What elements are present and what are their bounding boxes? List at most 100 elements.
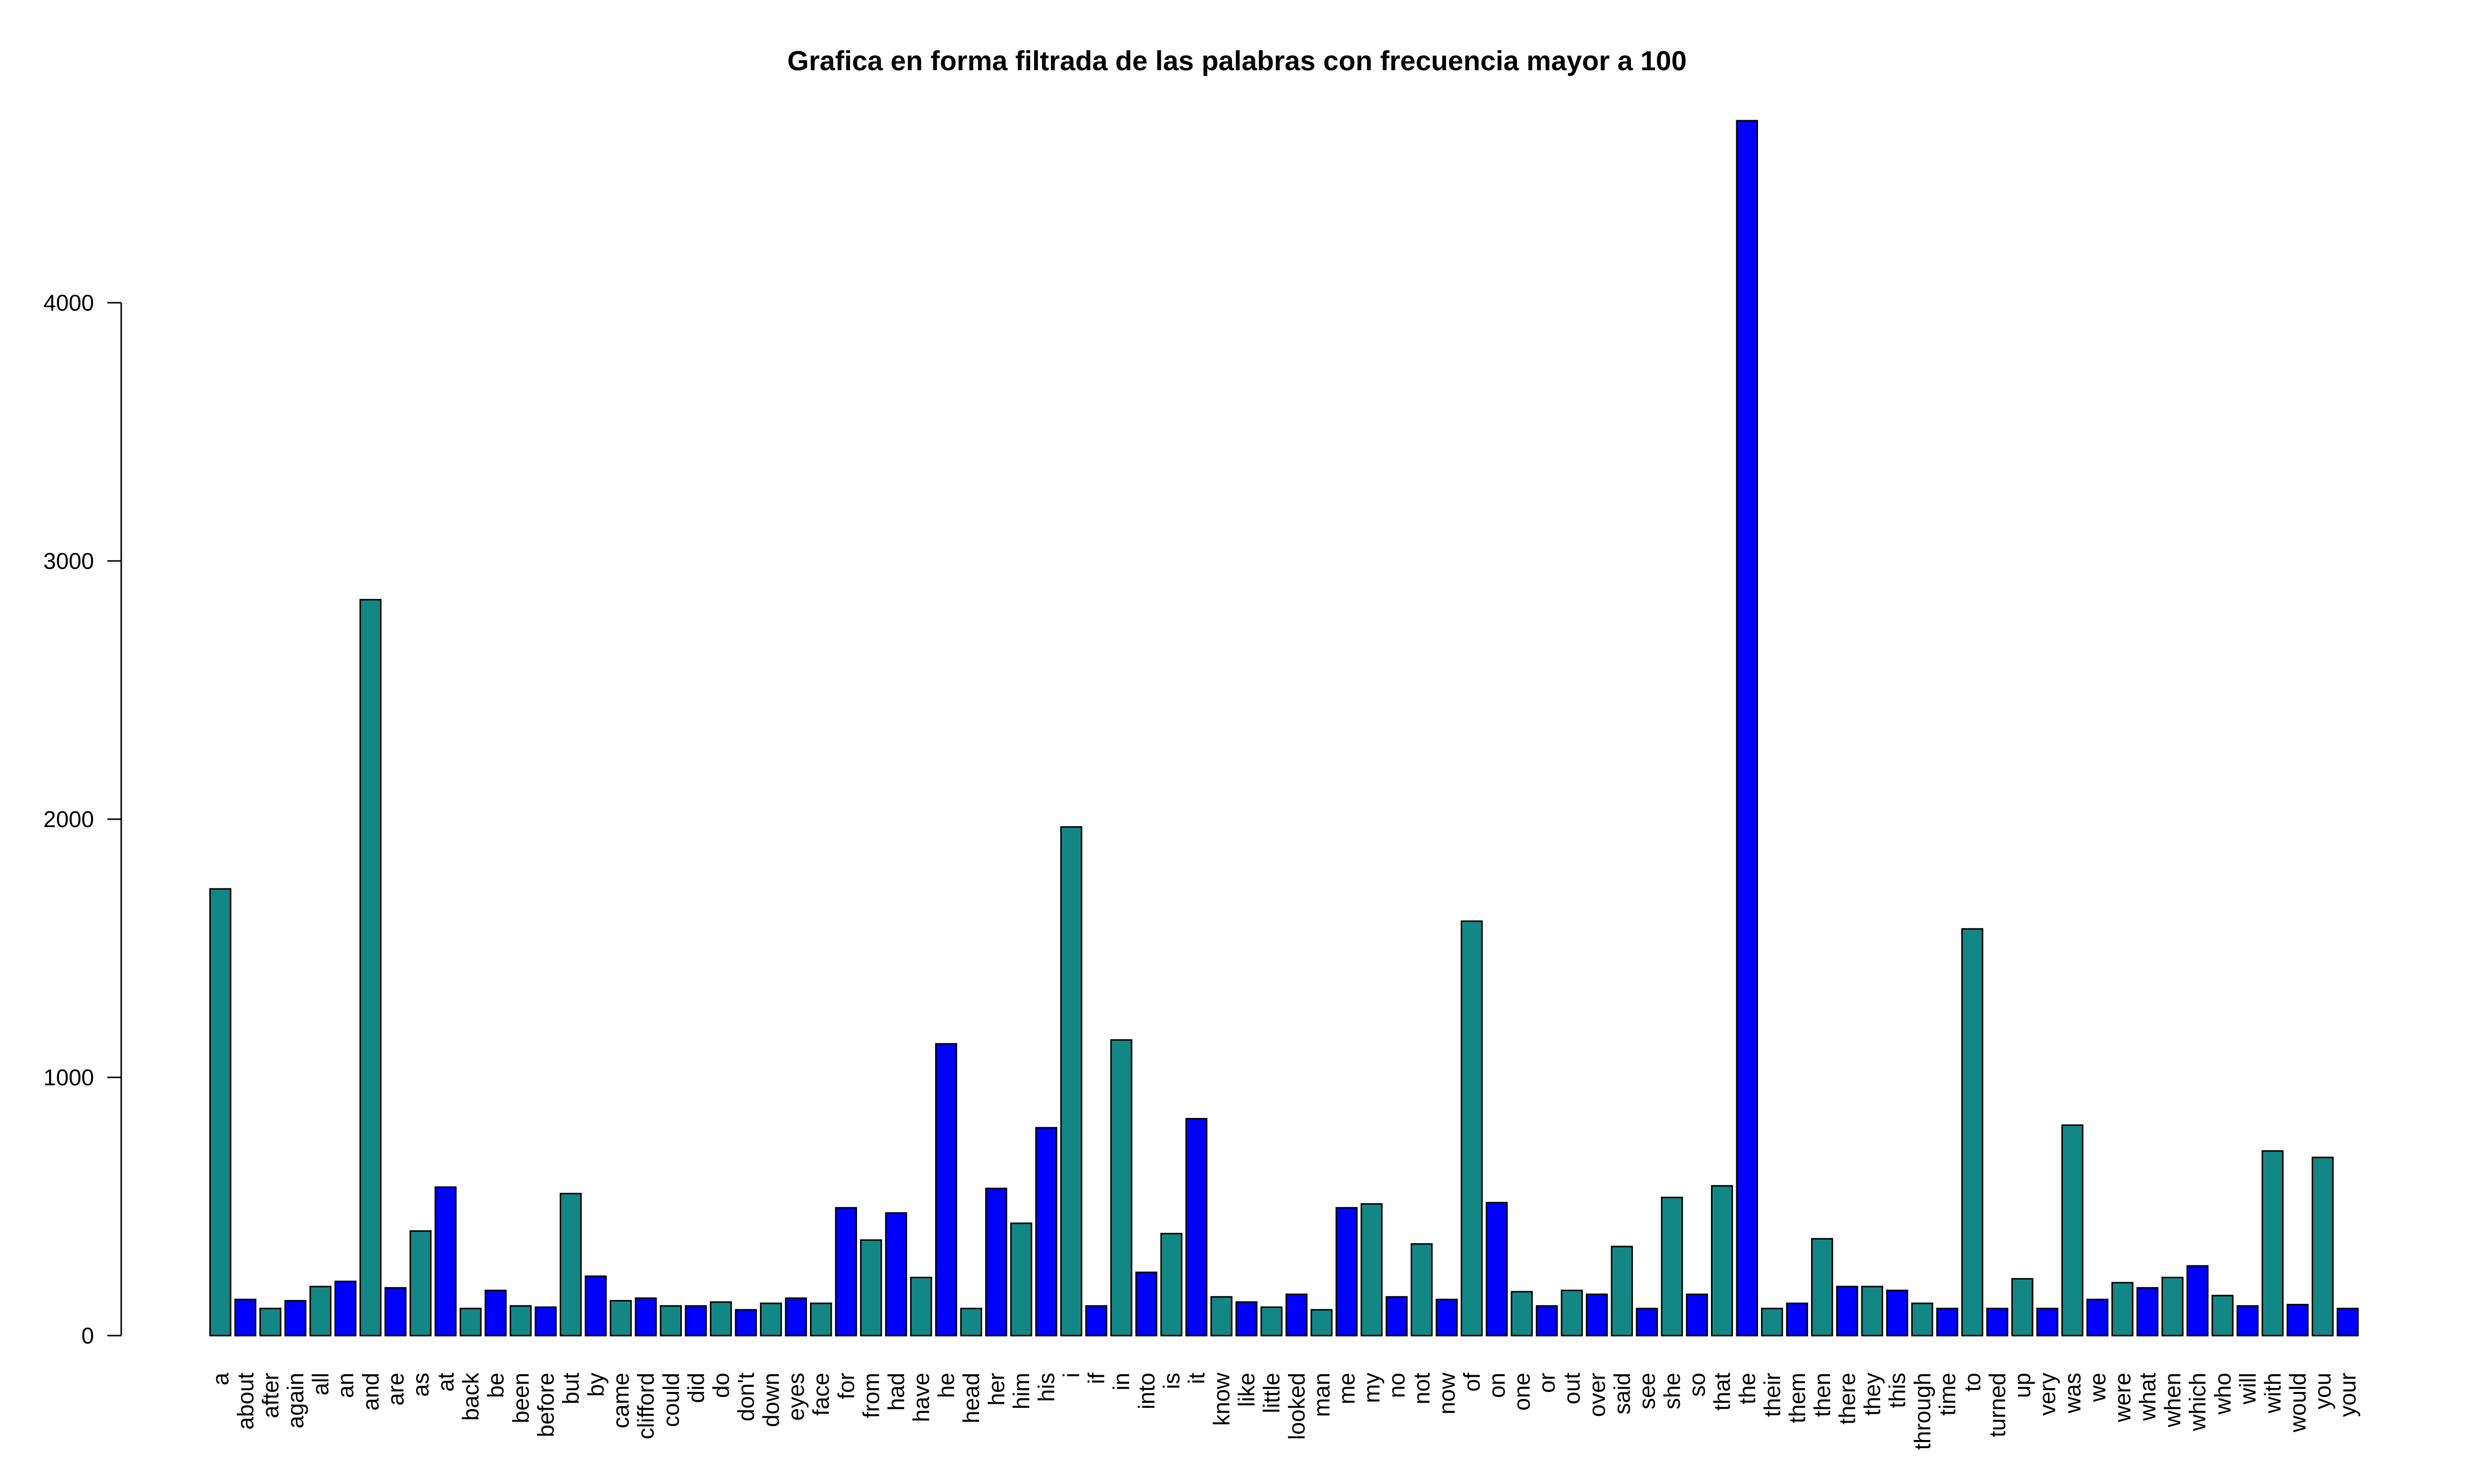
bar-or [1535,1305,1558,1337]
bar-after [259,1307,282,1337]
x-tick-label-turned: turned [1985,1373,2010,1437]
x-tick-label-my: my [1359,1373,1384,1403]
x-tick-label-or: or [1534,1373,1560,1393]
x-tick-label-have: have [908,1373,934,1422]
bar-like [1235,1301,1258,1337]
bar-little [1260,1306,1283,1337]
bar-if [1085,1305,1107,1337]
x-tick-label-their: their [1759,1373,1785,1417]
bars-group [209,120,2359,1337]
x-tick-label-when: when [2160,1373,2186,1428]
bar-were [2111,1282,2134,1337]
bar-your [2336,1307,2359,1337]
bar-so [1686,1293,1708,1337]
bar-would [2286,1303,2309,1337]
bar-head [960,1307,982,1337]
bar-we [2086,1298,2109,1337]
x-tick-label-them: them [1784,1373,1810,1423]
x-axis-labels: aaboutafteragainallanandareasatbackbebee… [207,1372,2360,1450]
x-tick-label-as: as [408,1373,433,1397]
bar-a [209,888,232,1337]
x-tick-label-what: what [2135,1373,2160,1421]
y-tick-label: 1000 [44,1065,94,1090]
bar-you [2311,1157,2334,1337]
x-tick-label-on: on [1484,1373,1510,1398]
bar-with [2261,1150,2284,1337]
x-tick-label-and: and [358,1373,383,1411]
bar-what [2136,1287,2159,1337]
bar-back [459,1307,482,1337]
bar-to [1961,928,1984,1337]
x-tick-label-out: out [1559,1373,1585,1404]
x-tick-label-by: by [583,1373,609,1397]
bar-did [685,1305,707,1337]
x-tick-label-came: came [608,1373,634,1428]
x-tick-label-her: her [983,1373,1009,1405]
bar-as [409,1230,432,1337]
x-tick-label-are: are [382,1373,408,1405]
x-tick-label-now: now [1434,1372,1460,1414]
x-tick-label-your: your [2335,1373,2361,1417]
bar-out [1561,1290,1583,1337]
x-tick-label-very: very [2035,1373,2060,1416]
x-tick-label-at: at [433,1373,459,1392]
bar-that [1711,1185,1733,1337]
x-tick-label-is: is [1158,1373,1184,1389]
bar-about [234,1298,257,1337]
x-tick-label-over: over [1584,1373,1610,1417]
bar-in [1110,1039,1133,1337]
bar-very [2036,1307,2058,1337]
bar-before [534,1306,557,1337]
bar-them [1786,1302,1808,1337]
x-tick-label-with: with [2260,1373,2285,1414]
bar-will [2236,1305,2259,1337]
bar-man [1310,1309,1333,1337]
x-tick-label-which: which [2185,1373,2210,1432]
bar-him [1010,1222,1033,1337]
bar-by [584,1275,607,1337]
x-tick-label-this: this [1884,1373,1910,1408]
x-tick-label-a: a [207,1373,233,1386]
bar-looked [1285,1293,1308,1337]
bar-her [985,1187,1007,1337]
y-tick-label: 4000 [44,290,94,316]
x-tick-label-one: one [1509,1373,1535,1411]
bar-their [1761,1307,1783,1337]
x-tick-label-time: time [1934,1373,1960,1416]
x-tick-label-be: be [483,1373,509,1398]
bar-turned [1986,1307,2008,1337]
x-tick-label-an: an [333,1373,358,1398]
bar-into [1135,1271,1158,1337]
bar-his [1035,1127,1057,1337]
bar-down [760,1302,782,1337]
x-tick-label-that: that [1709,1373,1735,1411]
x-tick-label-were: were [2109,1373,2135,1423]
bar-came [610,1300,632,1337]
y-tick-label: 3000 [44,548,94,574]
x-tick-label-she: she [1659,1373,1685,1409]
bar-and [359,599,382,1337]
bar-all [309,1286,332,1337]
bar-an [334,1280,357,1337]
x-tick-label-of: of [1459,1373,1484,1392]
x-tick-label-it: it [1184,1373,1209,1384]
bar-the [1736,120,1759,1337]
bar-on [1485,1202,1508,1337]
bar-of [1461,920,1483,1337]
x-tick-label-before: before [533,1373,559,1437]
x-tick-label-i: i [1058,1373,1084,1378]
bar-don't [735,1309,757,1337]
bar-time [1936,1307,1958,1337]
bar-know [1210,1296,1233,1337]
bar-which [2186,1265,2209,1337]
x-tick-label-from: from [858,1373,884,1418]
x-tick-label-could: could [658,1373,684,1427]
bar-clifford [634,1297,657,1337]
y-tick-label: 2000 [44,806,94,832]
x-tick-label-head: head [958,1373,984,1423]
bar-from [860,1239,882,1337]
x-tick-label-again: again [283,1373,308,1429]
bar-eyes [785,1297,807,1337]
y-tick-label: 0 [81,1323,94,1348]
bar-my [1360,1203,1383,1337]
